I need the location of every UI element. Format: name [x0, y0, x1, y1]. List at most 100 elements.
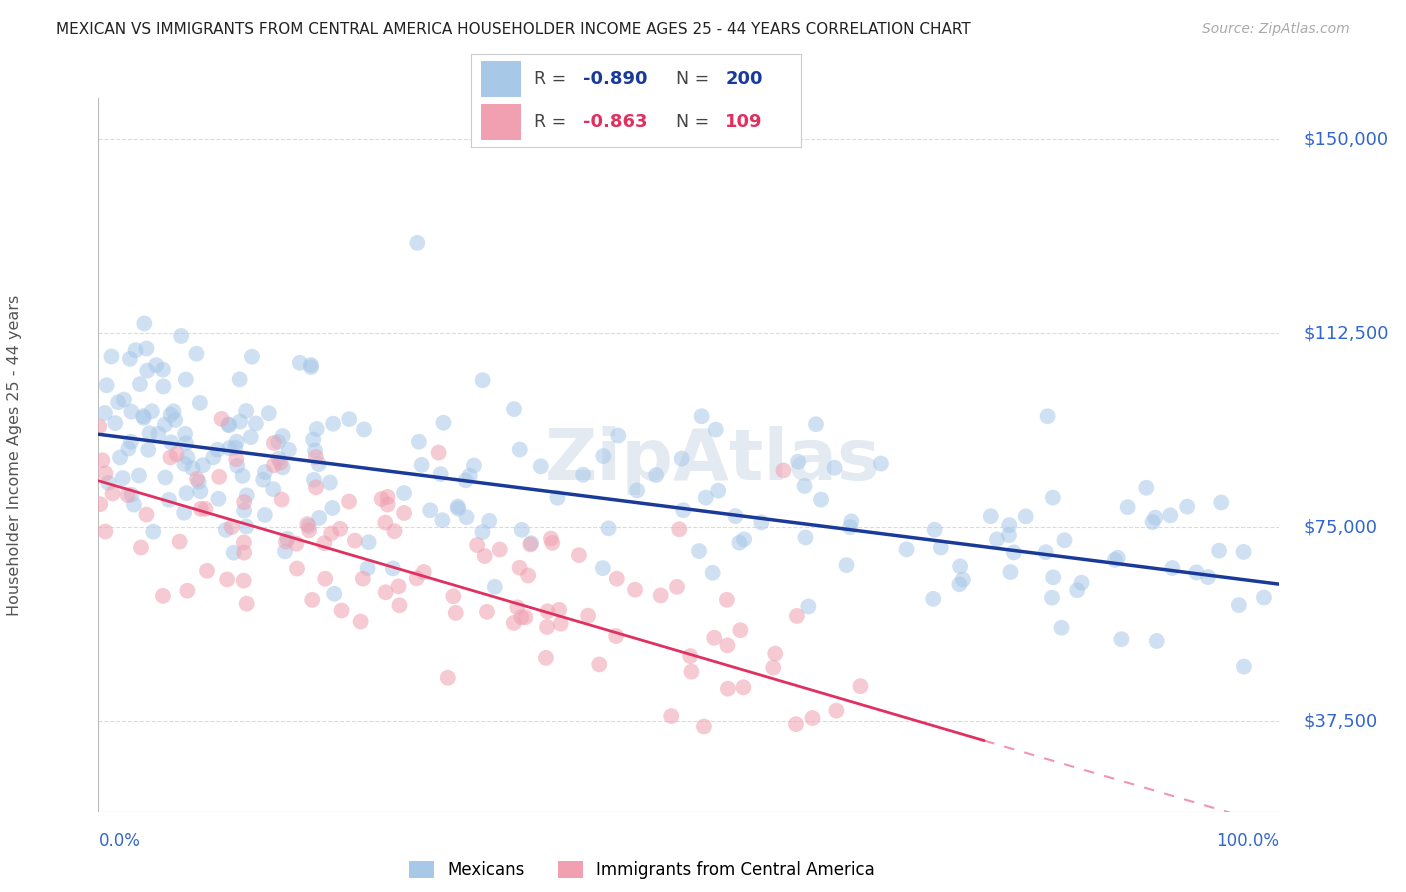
- Point: [277, 442, 299, 457]
- Point: [245, 417, 267, 431]
- Point: [530, 459, 553, 474]
- Point: [432, 416, 454, 430]
- Point: [263, 436, 285, 450]
- Point: [267, 434, 290, 449]
- Point: [510, 610, 533, 624]
- Point: [475, 605, 498, 619]
- Point: [153, 417, 176, 432]
- Point: [679, 648, 702, 663]
- Point: [666, 580, 689, 594]
- Point: [517, 568, 540, 582]
- Point: [218, 441, 240, 455]
- Point: [217, 573, 239, 587]
- Point: [986, 533, 1008, 547]
- Point: [240, 350, 263, 364]
- Point: [419, 503, 441, 517]
- Point: [458, 468, 481, 483]
- Point: [405, 571, 427, 585]
- Point: [302, 433, 325, 447]
- Point: [441, 589, 464, 603]
- Point: [763, 647, 786, 661]
- Point: [668, 522, 690, 536]
- Point: [377, 490, 399, 504]
- Point: [541, 536, 564, 550]
- Point: [605, 629, 627, 643]
- Text: -0.890: -0.890: [583, 70, 648, 87]
- Point: [159, 408, 181, 422]
- Point: [1066, 583, 1088, 598]
- Point: [695, 491, 717, 505]
- Point: [187, 475, 209, 489]
- Point: [236, 488, 259, 502]
- Text: Source: ZipAtlas.com: Source: ZipAtlas.com: [1202, 22, 1350, 37]
- Point: [998, 518, 1021, 533]
- Point: [444, 606, 467, 620]
- Point: [186, 347, 208, 361]
- Point: [89, 419, 111, 434]
- Point: [252, 473, 274, 487]
- Point: [690, 409, 713, 424]
- Text: 0.0%: 0.0%: [98, 832, 141, 850]
- Point: [176, 486, 198, 500]
- Point: [207, 442, 229, 457]
- Point: [728, 535, 751, 549]
- Point: [681, 665, 703, 679]
- Point: [1175, 500, 1198, 514]
- Point: [794, 531, 817, 545]
- Point: [142, 524, 165, 539]
- Point: [716, 638, 738, 652]
- Point: [107, 395, 129, 409]
- Point: [1161, 561, 1184, 575]
- Point: [825, 704, 848, 718]
- Point: [948, 577, 970, 591]
- Point: [762, 660, 785, 674]
- Point: [387, 579, 409, 593]
- Point: [1015, 509, 1038, 524]
- Point: [1116, 500, 1139, 515]
- Point: [181, 461, 204, 475]
- Point: [270, 456, 292, 470]
- Text: MEXICAN VS IMMIGRANTS FROM CENTRAL AMERICA HOUSEHOLDER INCOME AGES 25 - 44 YEARS: MEXICAN VS IMMIGRANTS FROM CENTRAL AMERI…: [56, 22, 972, 37]
- Point: [253, 465, 276, 479]
- Point: [302, 473, 325, 487]
- Point: [225, 452, 247, 467]
- Point: [568, 548, 591, 562]
- Point: [176, 583, 198, 598]
- Point: [835, 558, 858, 573]
- Text: $150,000: $150,000: [1303, 130, 1388, 148]
- Point: [262, 482, 284, 496]
- Point: [152, 589, 174, 603]
- Point: [1104, 553, 1126, 567]
- Point: [299, 358, 322, 372]
- Point: [288, 356, 311, 370]
- Point: [1042, 570, 1064, 584]
- Point: [793, 479, 815, 493]
- Point: [733, 533, 755, 547]
- Point: [1042, 491, 1064, 505]
- Point: [228, 372, 250, 386]
- Point: [717, 681, 740, 696]
- Point: [478, 514, 501, 528]
- Point: [471, 373, 494, 387]
- Point: [412, 565, 434, 579]
- Point: [239, 430, 262, 444]
- Point: [285, 561, 308, 575]
- Point: [588, 657, 610, 672]
- Point: [330, 603, 353, 617]
- Point: [576, 608, 599, 623]
- Point: [298, 519, 321, 533]
- Point: [174, 426, 197, 441]
- Point: [374, 585, 396, 599]
- Point: [1197, 570, 1219, 584]
- Point: [408, 434, 430, 449]
- Point: [1211, 495, 1233, 509]
- Point: [337, 412, 360, 426]
- Point: [190, 484, 212, 499]
- Point: [89, 497, 111, 511]
- Point: [232, 468, 254, 483]
- Point: [301, 593, 323, 607]
- Point: [506, 600, 529, 615]
- Point: [598, 521, 620, 535]
- Point: [270, 492, 292, 507]
- Point: [503, 402, 526, 417]
